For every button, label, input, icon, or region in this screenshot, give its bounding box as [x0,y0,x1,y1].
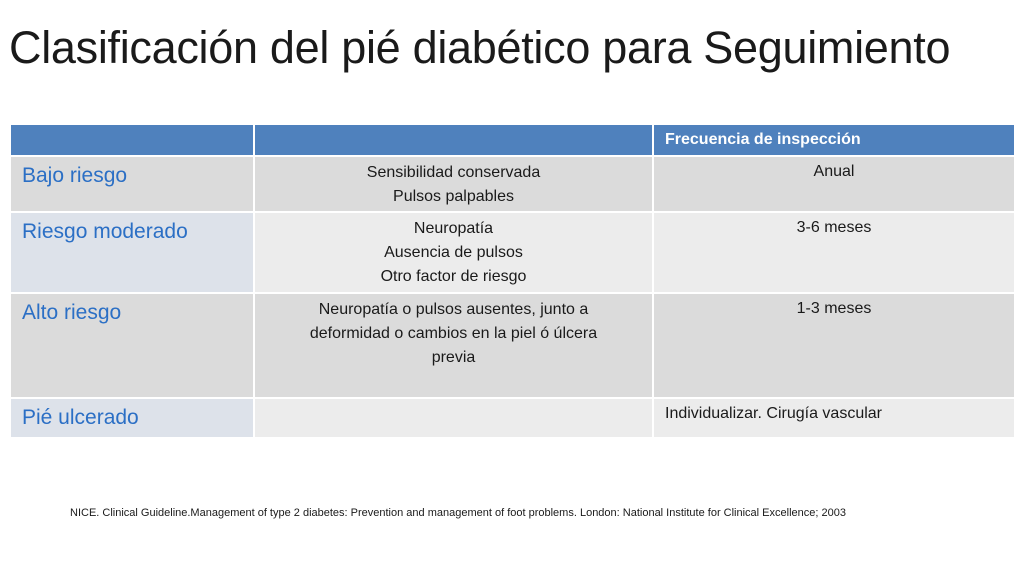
classification-table: Frecuencia de inspección Bajo riesgo Sen… [11,125,1014,437]
criteria-line: Ausencia de pulsos [384,244,523,261]
criteria-line: Otro factor de riesgo [380,268,527,285]
header-cell-1 [11,125,253,155]
criteria-line: Neuropatía [413,220,494,237]
risk-label: Riesgo moderado [11,213,253,292]
criteria-line: previa [431,349,476,366]
citation-footnote: NICE. Clinical Guideline.Management of t… [70,507,846,519]
criteria-line: Sensibilidad conservada [366,164,541,181]
risk-label: Pié ulcerado [11,399,253,437]
table-row: Pié ulcerado Individualizar. Cirugía vas… [11,399,1014,437]
frequency-cell: Individualizar. Cirugía vascular [654,399,1014,437]
frequency-cell: 1-3 meses [654,294,1014,397]
criteria-cell: Neuropatía o pulsos ausentes, junto a de… [255,294,652,397]
table-row: Riesgo moderado Neuropatía Ausencia de p… [11,213,1014,292]
header-frequency: Frecuencia de inspección [654,125,1014,155]
header-cell-2 [255,125,652,155]
criteria-cell [255,399,652,437]
criteria-line: Pulsos palpables [393,188,514,205]
frequency-cell: 3-6 meses [654,213,1014,292]
frequency-cell: Anual [654,157,1014,211]
criteria-line: Neuropatía o pulsos ausentes, junto a [318,301,589,318]
criteria-cell: Neuropatía Ausencia de pulsos Otro facto… [255,213,652,292]
criteria-cell: Sensibilidad conservada Pulsos palpables [255,157,652,211]
table-row: Bajo riesgo Sensibilidad conservada Puls… [11,157,1014,211]
criteria-line: deformidad o cambios en la piel ó úlcera [309,325,598,342]
table-header-row: Frecuencia de inspección [11,125,1014,155]
slide-title: Clasificación del pié diabético para Seg… [9,22,951,73]
risk-label: Bajo riesgo [11,157,253,211]
table-row: Alto riesgo Neuropatía o pulsos ausentes… [11,294,1014,397]
risk-label: Alto riesgo [11,294,253,397]
